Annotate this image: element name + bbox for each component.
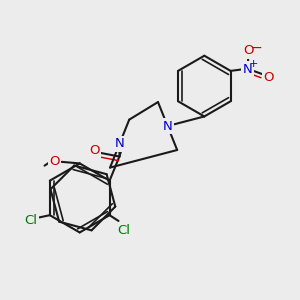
Text: N: N xyxy=(163,119,172,133)
Text: O: O xyxy=(244,44,254,57)
Text: N: N xyxy=(115,137,124,150)
Text: +: + xyxy=(248,58,258,68)
Text: N: N xyxy=(163,119,172,133)
Text: O: O xyxy=(264,71,274,84)
Text: N: N xyxy=(243,63,252,76)
Text: −: − xyxy=(250,41,262,55)
Text: Cl: Cl xyxy=(24,214,37,227)
Text: O: O xyxy=(89,144,100,157)
Text: Cl: Cl xyxy=(118,224,130,237)
Text: O: O xyxy=(50,155,60,168)
